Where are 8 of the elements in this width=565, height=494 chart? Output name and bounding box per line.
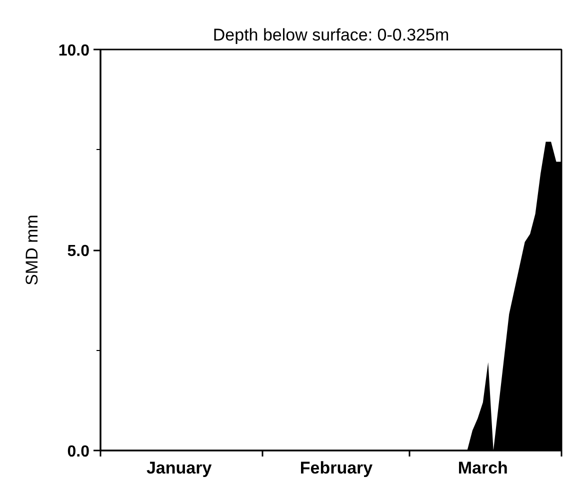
y-tick-label: 5.0 [67, 243, 90, 260]
x-tick-label: February [300, 458, 374, 478]
chart-title: Depth below surface: 0-0.325m [212, 26, 450, 44]
y-tick-label: 10.0 [58, 42, 90, 60]
x-tick-label: January [146, 458, 212, 478]
x-tick-label: March [458, 458, 508, 478]
y-tick-label: 0.0 [67, 444, 90, 460]
y-axis-title: SMD mm [22, 214, 42, 286]
